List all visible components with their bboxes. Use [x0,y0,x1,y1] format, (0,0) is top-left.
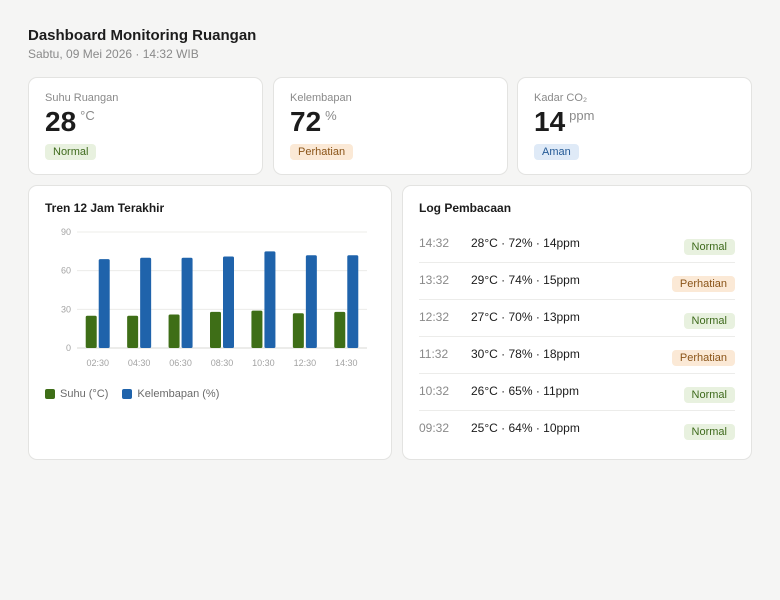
x-tick-label: 04:30 [128,358,151,368]
bar-humidity [181,257,193,348]
log-reading: 26°C · 65% · 11ppm [471,384,579,398]
log-time: 12:32 [419,310,450,324]
bar-temperature [251,310,263,348]
stat-value: 14 [534,106,566,137]
stat-value-row: 28 °C [45,106,95,138]
log-row: 11:32 30°C · 78% · 18ppm Perhatian [419,337,735,374]
log-time: 13:32 [419,273,450,287]
log-row: 12:32 27°C · 70% · 13ppm Normal [419,300,735,337]
trend-chart: 0 30 60 90 02:30 04:30 06:30 08:30 10:30 12:30 14:… [61,227,367,368]
reading-log-card: Log Pembacaan 14:32 28°C · 72% · 14ppm N… [402,185,752,460]
stat-card-humidity: Kelembapan 72 % Perhatian [273,77,508,175]
log-time: 11:32 [419,347,449,361]
status-badge: Aman [534,144,579,160]
status-badge: Normal [45,144,97,160]
log-reading: 27°C · 70% · 13ppm [471,310,580,324]
stat-value: 28 [45,106,77,137]
log-reading: 29°C · 74% · 15ppm [471,273,580,287]
bar-humidity [305,255,317,348]
page-header: Dashboard Monitoring Ruangan Sabtu, 09 M… [28,27,256,61]
log-time: 10:32 [419,384,450,398]
stat-unit: ppm [569,108,595,123]
stat-unit: % [325,108,337,123]
y-tick-label: 90 [61,227,71,237]
bar-humidity [264,251,276,348]
legend-item: Suhu (°C) [45,388,108,400]
log-card-title: Log Pembacaan [419,201,512,215]
legend-swatch [45,389,55,399]
stat-label: Kelembapan [290,92,352,104]
x-tick-label: 08:30 [211,358,234,368]
stat-card-co2: Kadar CO₂ 14 ppm Aman [517,77,752,175]
stat-value: 72 [290,106,322,137]
bar-temperature [168,314,180,348]
stat-card-temperature: Suhu Ruangan 28 °C Normal [28,77,263,175]
status-badge: Perhatian [671,350,735,366]
bar-temperature [334,311,346,348]
x-tick-label: 06:30 [169,358,192,368]
status-badge: Normal [683,313,735,329]
stat-value-row: 14 ppm [534,106,594,138]
x-tick-label: 14:30 [335,358,358,368]
stat-unit: °C [80,108,95,123]
legend-label: Suhu (°C) [60,388,109,400]
log-row: 13:32 29°C · 74% · 15ppm Perhatian [419,263,735,300]
log-reading: 28°C · 72% · 14ppm [471,236,580,250]
bar-temperature [210,311,221,348]
bar-temperature [127,315,139,348]
log-row: 09:32 25°C · 64% · 10ppm Normal [419,411,735,448]
bar-humidity [223,256,234,348]
log-time: 14:32 [419,236,450,250]
stat-label: Suhu Ruangan [45,92,119,104]
y-tick-label: 30 [61,304,71,314]
y-tick-label: 0 [66,343,71,353]
bar-humidity [347,255,359,348]
page-subtitle: Sabtu, 09 Mei 2026 · 14:32 WIB [28,47,199,61]
x-tick-label: 10:30 [252,358,275,368]
stat-label: Kadar CO₂ [534,92,588,104]
legend-item: Kelembapan (%) [122,388,219,400]
log-row: 10:32 26°C · 65% · 11ppm Normal [419,374,735,411]
x-tick-label: 02:30 [86,358,109,368]
stat-value-row: 72 % [290,106,337,138]
log-time: 09:32 [419,421,450,435]
legend-label: Kelembapan (%) [137,388,220,400]
page-title: Dashboard Monitoring Ruangan [28,27,257,44]
legend-swatch [122,389,133,399]
status-badge: Normal [683,424,735,440]
chart-legend: Suhu (°C) Kelembapan (%) [45,388,219,400]
status-badge: Normal [683,239,735,255]
log-row: 14:32 28°C · 72% · 14ppm Normal [419,226,735,263]
x-tick-label: 12:30 [294,358,317,368]
bar-temperature [85,315,97,348]
status-badge: Perhatian [290,144,354,160]
bar-humidity [98,259,110,348]
log-reading: 30°C · 78% · 18ppm [471,347,580,361]
reading-log-list: 14:32 28°C · 72% · 14ppm Normal 13:32 29… [419,226,735,448]
log-reading: 25°C · 64% · 10ppm [471,421,580,435]
trend-chart-card: Tren 12 Jam Terakhir 0 30 60 90 02:30 04:30 06… [28,185,392,460]
status-badge: Perhatian [671,276,735,292]
chart-card-title: Tren 12 Jam Terakhir [45,201,165,215]
bar-temperature [292,313,304,348]
y-tick-label: 60 [61,266,71,276]
bar-humidity [140,257,152,348]
status-badge: Normal [683,387,735,403]
